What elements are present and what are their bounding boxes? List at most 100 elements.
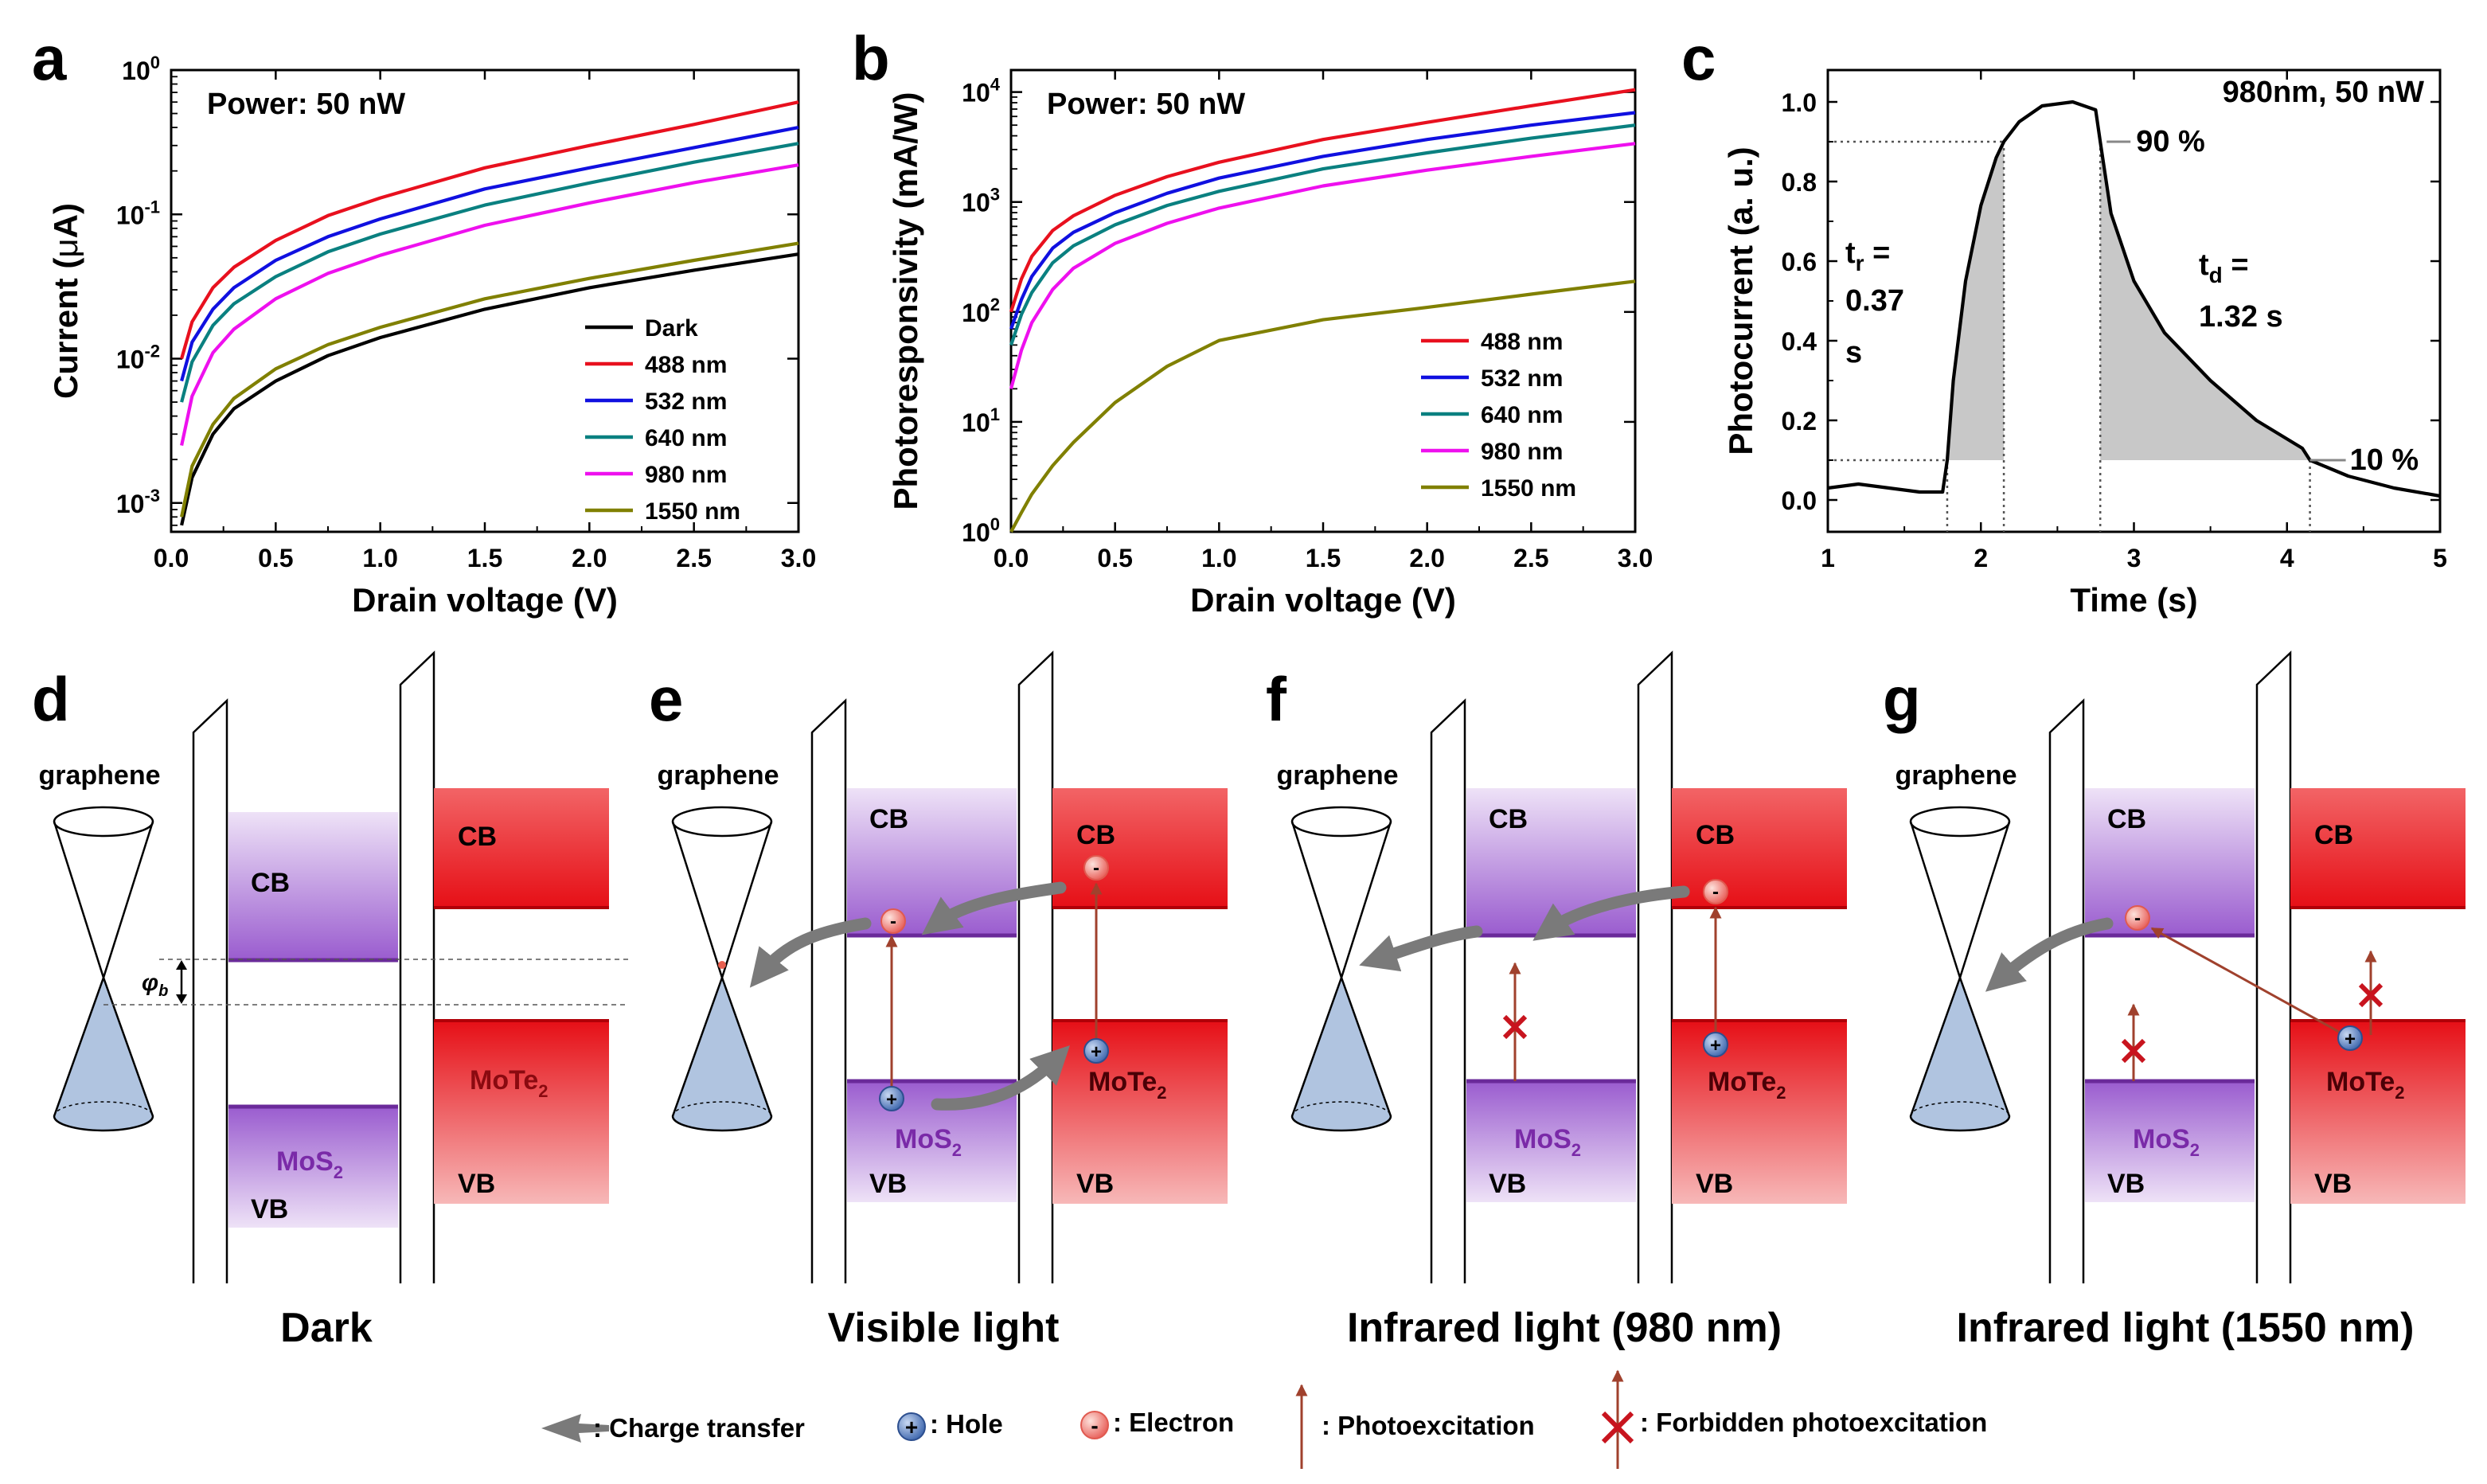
forbidden-cross — [2121, 1038, 2146, 1064]
legend-entry: 980 nm — [645, 462, 727, 488]
legend-forbidden-photoexcitation: : Forbidden photoexcitation — [1640, 1408, 1987, 1437]
mote2-cb-band — [1052, 788, 1228, 908]
graphene-electron-dot — [718, 961, 726, 969]
barrier-left — [1430, 698, 1466, 1283]
mos2-vb-label: VB — [1489, 1169, 1526, 1199]
series-line-1550-nm — [180, 241, 799, 517]
barrier-right — [399, 650, 435, 1283]
graphene-lower-cone — [671, 974, 773, 1132]
graphene-cone-edge — [720, 821, 773, 978]
y-tick-label: 1.0 — [1782, 88, 1817, 117]
hole-icon — [879, 1086, 904, 1111]
panel-label-b: b — [852, 23, 890, 93]
graphene-cone-edge — [102, 821, 154, 978]
legend-charge-transfer: : Charge transfer — [593, 1413, 805, 1443]
x-tick-label: 2.5 — [676, 544, 711, 572]
hole-icon — [1703, 1032, 1728, 1057]
x-tick-label: 1.5 — [467, 544, 502, 572]
series-line-640-nm — [1009, 123, 1636, 346]
series-line-980-nm — [1009, 142, 1636, 389]
y-axis-label: Photoresponsivity (mA/W) — [887, 92, 924, 510]
series-line-532-nm — [180, 126, 799, 382]
graphene-cone-edge — [671, 821, 724, 978]
caption-ir1550: Infrared light (1550 nm) — [1957, 1305, 2415, 1351]
charge-transfer-icon — [541, 1414, 609, 1443]
y-tick-label: 0.2 — [1782, 407, 1817, 435]
caption-visible: Visible light — [828, 1305, 1060, 1351]
y-tick-label: 103 — [962, 185, 1000, 217]
decay-time-value: 1.32 s — [2199, 300, 2283, 334]
barrier-right — [1017, 650, 1054, 1283]
graphene-lower-cone — [53, 974, 154, 1132]
decay-time-label: td = — [2199, 248, 2249, 287]
x-tick-label: 0.5 — [1097, 544, 1132, 572]
graphene-cone-edge — [1909, 821, 1962, 978]
electron-sign: - — [890, 911, 896, 932]
x-axis-label: Drain voltage (V) — [1190, 581, 1456, 619]
y-tick-label: 10-1 — [116, 197, 160, 229]
mote2-vb-band — [434, 1021, 609, 1204]
diagram-e-visible: graphene CB CB VB VB MoS2 MoTe2 - - + + — [657, 650, 1228, 1283]
mos2-cb-label: CB — [251, 868, 290, 898]
legend-photoexcitation: : Photoexcitation — [1322, 1411, 1535, 1440]
chart-c-photocurrent: 1 2 3 4 5 0.0 0.2 0.4 0.6 0.8 1.0 980nm, 50 nW 90 % 1… — [1722, 68, 2447, 619]
condition-annotation: 980nm, 50 nW — [2223, 76, 2425, 109]
chart-a-current: 0.0 0.5 1.0 1.5 2.0 2.5 3.0 100 10-1 10-2 10-3 Powe… — [47, 53, 816, 619]
series-line-980-nm — [180, 163, 799, 447]
electron-sign: - — [1712, 881, 1719, 903]
legend-entry: Dark — [645, 315, 698, 342]
graphene-cone-top — [1290, 806, 1392, 838]
chart-b-photoresponsivity: 0.0 0.5 1.0 1.5 2.0 2.5 3.0 104 103 102 101 100 Powe… — [887, 68, 1653, 619]
x-tick-label: 1.0 — [1201, 544, 1236, 572]
electron-icon — [1083, 855, 1109, 881]
x-tick-label: 2.5 — [1513, 544, 1548, 572]
panel-label-e: e — [649, 664, 683, 734]
graphene-cone-edge — [1340, 821, 1392, 978]
charge-transfer-arrow — [931, 1045, 1070, 1111]
x-axis-label: Drain voltage (V) — [352, 581, 618, 619]
mos2-vb-band — [1466, 1081, 1636, 1202]
graphene-label: graphene — [657, 760, 779, 791]
y-tick-label: 101 — [962, 404, 1000, 437]
symbol-legend: : Charge transfer + : Hole - : Electron … — [541, 1369, 1987, 1469]
mos2-cb-label: CB — [2107, 804, 2146, 834]
phi-b-label: φb — [142, 970, 168, 1000]
mos2-vb-band — [2085, 1081, 2255, 1202]
mos2-vb-label: VB — [869, 1169, 907, 1199]
power-annotation: Power: 50 nW — [207, 88, 405, 121]
rise-time-label: tr = — [1845, 236, 1890, 275]
barrier-right — [2255, 650, 2292, 1283]
y-tick-label: 102 — [962, 295, 1000, 327]
photocurrent-line — [1827, 100, 2441, 498]
panel-label-c: c — [1681, 23, 1716, 93]
mos2-cb-label: CB — [869, 804, 908, 834]
y-tick-label: 104 — [962, 75, 1001, 107]
mos2-label: MoS2 — [2133, 1124, 2200, 1160]
x-axis-label: Time (s) — [2070, 581, 2197, 619]
y-tick-label: 0.6 — [1782, 248, 1817, 276]
mote2-vb-band — [2290, 1021, 2466, 1204]
hole-icon — [2337, 1025, 2363, 1051]
level-10-label: 10 % — [2350, 443, 2419, 477]
legend-hole: : Hole — [930, 1409, 1003, 1439]
forbidden-cross — [2358, 982, 2384, 1008]
graphene-cone-top — [1909, 806, 2011, 838]
x-tick-label: 1 — [1821, 544, 1835, 572]
x-tick-label: 2.0 — [1409, 544, 1444, 572]
mote2-vb-label: VB — [458, 1169, 495, 1199]
mote2-cb-label: CB — [1696, 820, 1735, 850]
electron-icon — [880, 908, 906, 934]
hole-sign: + — [886, 1089, 897, 1111]
x-tick-label: 0.0 — [154, 544, 189, 572]
diagram-g-ir1550: graphene CB CB VB VB MoS2 MoTe2 - + — [1895, 650, 2466, 1283]
mos2-label: MoS2 — [1514, 1124, 1581, 1160]
rise-time-unit: s — [1845, 336, 1862, 369]
diagram-d-dark: graphene CB CB VB VB MoS2 MoTe2 φb — [38, 650, 629, 1283]
charge-transfer-arrow — [1532, 885, 1690, 941]
series-line-532-nm — [1009, 111, 1636, 330]
graphene-cone-edge — [1958, 821, 2011, 978]
mote2-label: MoTe2 — [1708, 1067, 1786, 1103]
electron-icon — [1703, 879, 1728, 904]
mote2-cb-label: CB — [458, 822, 497, 852]
electron-sign: - — [2134, 908, 2141, 929]
